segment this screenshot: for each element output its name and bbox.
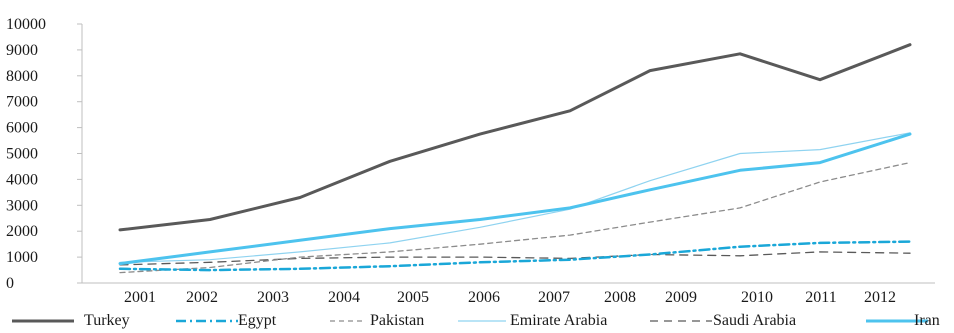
y-tick-label: 8000 <box>6 68 38 85</box>
x-tick-label: 2007 <box>538 289 570 306</box>
x-tick-label: 2012 <box>864 289 896 306</box>
legend-label: Turkey <box>84 312 130 329</box>
y-tick-label: 9000 <box>6 42 38 59</box>
y-tick-label: 7000 <box>6 94 38 111</box>
y-tick-label: 5000 <box>6 146 38 163</box>
x-tick-label: 2004 <box>328 289 360 306</box>
series-line-saudi-arabia <box>119 251 911 266</box>
legend-label: Egypt <box>238 312 277 329</box>
y-tick-label: 0 <box>6 275 14 292</box>
x-tick-label: 2001 <box>124 289 156 306</box>
series-line-turkey <box>118 43 912 232</box>
x-tick-label: 2005 <box>397 289 429 306</box>
x-tick-label: 2009 <box>665 289 697 306</box>
y-tick-label: 1000 <box>6 249 38 266</box>
x-tick-label: 2002 <box>186 289 218 306</box>
x-tick-label: 2006 <box>468 289 500 306</box>
y-tick-label: 10000 <box>6 16 46 33</box>
legend-label: Pakistan <box>370 312 424 329</box>
series-line-iran <box>118 132 912 266</box>
series-layer <box>118 43 912 274</box>
x-tick-label: 2010 <box>741 289 773 306</box>
legend-label: Emirate Arabia <box>510 312 607 329</box>
x-tick-label: 2008 <box>604 289 636 306</box>
series-line-pakistan <box>119 161 911 274</box>
series-line-emirate-arabia <box>119 132 911 263</box>
x-tick-label: 2011 <box>805 289 836 306</box>
x-tick-label: 2003 <box>257 289 289 306</box>
y-tick-label: 4000 <box>6 171 38 188</box>
y-tick-label: 3000 <box>6 197 38 214</box>
legend-label: Saudi Arabia <box>713 312 796 329</box>
y-tick-label: 2000 <box>6 223 38 240</box>
series-line-egypt <box>118 240 912 272</box>
axis-layer: 0 1000 2000 3000 4000 5000 6000 7000 8000 9000 100… <box>6 16 935 306</box>
legend: Turkey Egypt Pakistan Emirate Arabia Saudi A… <box>12 312 940 329</box>
legend-label: Iran <box>914 312 940 329</box>
y-tick-label: 6000 <box>6 120 38 137</box>
